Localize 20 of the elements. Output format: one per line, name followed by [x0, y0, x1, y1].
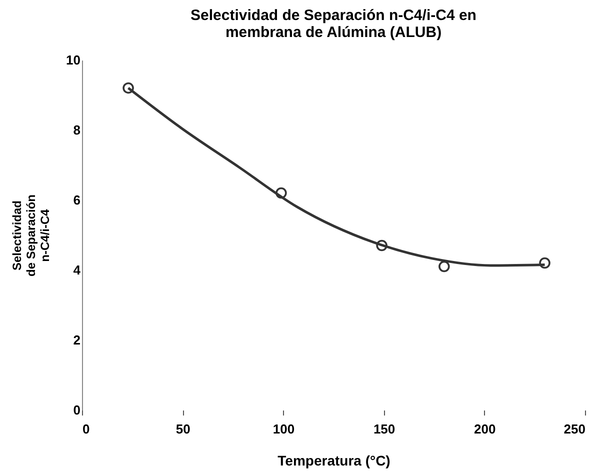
x-tick-label: 50 [176, 422, 190, 436]
point [122, 82, 134, 94]
y-tick-label: 0 [73, 402, 80, 418]
chart-title: Selectividad de Separación n-C4/i-C4 en membrana de Alúmina (ALUB) [190, 7, 476, 41]
y-tick-label: 6 [73, 192, 80, 208]
y-tick-label: 4 [73, 262, 82, 278]
x-tick-label: 0 [82, 422, 90, 436]
y-tick-label: 2 [73, 332, 80, 348]
point [376, 240, 388, 252]
x-tick-label: 250 [564, 422, 586, 436]
point [438, 260, 450, 272]
point [276, 187, 287, 199]
x-tick-label: 200 [474, 422, 496, 436]
x-axis-title: Temperatura (°C) [278, 452, 390, 468]
x-tick-label: 100 [272, 422, 295, 436]
y-axis-title: Selectividad de Separación n-C4/i-C4 [10, 194, 52, 277]
point [539, 257, 550, 269]
y-tick-label: 8 [73, 122, 80, 138]
y-tick-label: 10 [66, 52, 80, 68]
x-tick-label: 150 [373, 422, 396, 436]
